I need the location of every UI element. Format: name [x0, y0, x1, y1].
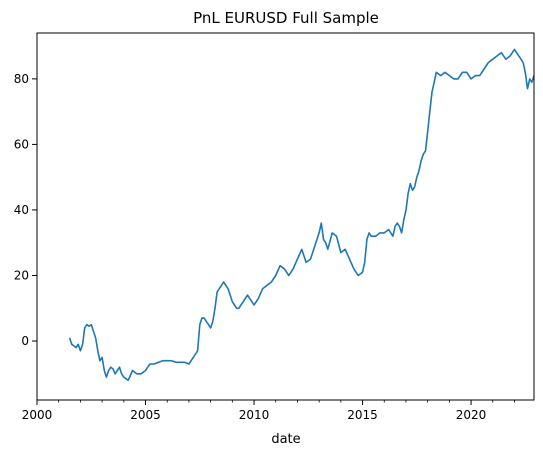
y-tick-label: 20 — [14, 268, 29, 282]
plot-frame — [36, 32, 535, 401]
y-tick-label: 60 — [14, 137, 29, 151]
chart-title: PnL EURUSD Full Sample — [193, 9, 379, 27]
x-tick-label: 2010 — [239, 408, 270, 422]
x-axis: 2000 2005 2010 2015 2020 — [22, 400, 515, 422]
x-tick-label: 2020 — [456, 408, 487, 422]
y-axis: 0 20 40 60 80 — [14, 72, 37, 348]
y-tick-label: 80 — [14, 72, 29, 86]
x-tick-label: 2000 — [22, 408, 53, 422]
y-tick-label: 40 — [14, 203, 29, 217]
x-tick-label: 2015 — [347, 408, 378, 422]
x-axis-label: date — [271, 432, 300, 447]
plot-area — [68, 48, 535, 382]
series-line-0 — [68, 48, 535, 382]
y-tick-label: 0 — [21, 334, 29, 348]
x-tick-label: 2005 — [130, 408, 161, 422]
